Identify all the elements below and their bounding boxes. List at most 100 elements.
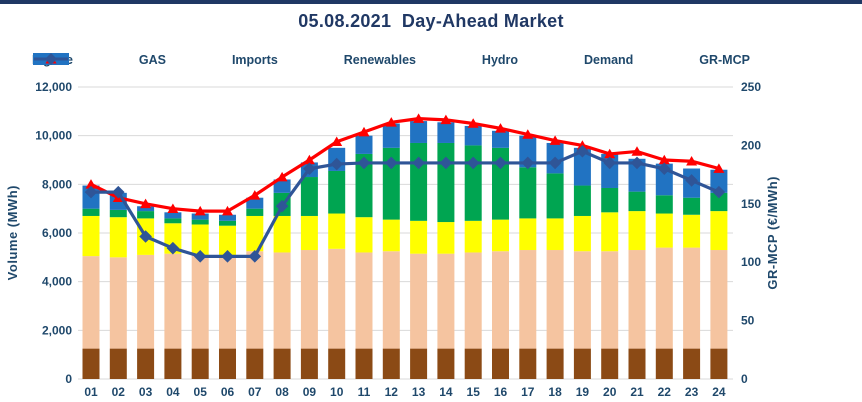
bar-segment-lignite-h08	[273, 348, 291, 379]
bar-segment-imports-h10	[328, 213, 346, 249]
bar-segment-hydro-h24	[710, 169, 728, 193]
gr-mcp-marker-diamond	[330, 157, 343, 171]
bar-segment-lignite-h11	[355, 348, 373, 379]
bar-segment-hydro-h15	[464, 125, 482, 146]
bar-segment-renewables-h21	[628, 191, 646, 212]
demand-marker-triangle	[303, 154, 315, 165]
legend-label: GAS	[138, 53, 166, 67]
bar-segment-gas-h06	[219, 256, 236, 349]
bar-segment-gas-h24	[710, 250, 728, 349]
bar-segment-renewables-h01	[82, 208, 100, 216]
x-axis-label: 22	[658, 385, 672, 399]
line-gr-mcp	[84, 144, 726, 263]
bar-segment-gas-h15	[464, 252, 482, 349]
left-axis-tick: 8,000	[42, 177, 72, 191]
bar-segment-gas-h04	[164, 253, 182, 349]
bar-segment-renewables-h17	[519, 167, 537, 219]
bar-segment-renewables-h12	[382, 147, 400, 220]
gr-mcp-marker-diamond	[685, 174, 698, 187]
bar-segment-renewables-h06	[219, 220, 236, 226]
demand-marker-triangle	[249, 190, 261, 200]
gr-mcp-marker-diamond	[521, 156, 535, 170]
bar-segment-renewables-h05	[191, 219, 209, 225]
legend-label: Hydro	[481, 53, 519, 67]
x-axis-label: 05	[194, 385, 208, 399]
bar-segment-gas-h12	[382, 251, 400, 349]
bar-segment-renewables-h23	[683, 197, 701, 215]
bar-segment-lignite-h07	[246, 348, 264, 379]
bar-segment-renewables-h03	[137, 211, 155, 219]
bar-segment-imports-h23	[683, 214, 701, 248]
x-axis-label: 15	[467, 385, 481, 399]
bar-segment-hydro-h17	[519, 135, 537, 168]
bar-segment-lignite-h04	[164, 348, 182, 379]
bar-segment-imports-h01	[82, 215, 100, 257]
bar-segment-lignite-h01	[82, 348, 100, 379]
line-demand	[85, 113, 725, 216]
bar-segment-hydro-h07	[246, 197, 264, 209]
bar-segment-gas-h02	[109, 257, 127, 349]
x-axis-label: 09	[303, 385, 317, 399]
x-axis-label: 18	[548, 385, 562, 399]
legend-label: Renewables	[343, 53, 416, 67]
demand-marker-triangle	[194, 205, 206, 216]
x-axis-label: 23	[685, 385, 699, 399]
bar-segment-renewables-h16	[492, 147, 509, 220]
bar-segment-lignite-h14	[437, 348, 455, 379]
demand-marker-triangle	[686, 156, 698, 166]
bar-segment-renewables-h22	[655, 195, 673, 214]
x-axis-label: 24	[712, 385, 726, 399]
left-axis-tick: 12,000	[35, 80, 72, 94]
x-axis-label: 21	[630, 385, 644, 399]
demand-marker-triangle	[413, 113, 425, 123]
bar-segment-renewables-h13	[410, 142, 428, 221]
bar-segment-renewables-h24	[710, 192, 728, 212]
bar-segment-lignite-h23	[683, 348, 701, 379]
legend-label: Demand	[583, 53, 634, 67]
x-axis-label: 04	[166, 385, 180, 399]
bar-segment-imports-h12	[382, 219, 400, 252]
bar-segment-imports-h09	[300, 215, 318, 251]
x-axis-label: 17	[521, 385, 535, 399]
x-axis-label: 07	[248, 385, 262, 399]
gr-mcp-marker-diamond	[84, 185, 98, 199]
right-axis-tick: 200	[741, 138, 761, 152]
x-axis-label: 20	[603, 385, 617, 399]
bar-segment-renewables-h14	[437, 142, 455, 223]
x-axis-label: 12	[385, 385, 399, 399]
gr-mcp-marker-diamond	[466, 156, 480, 170]
bar-segment-lignite-h13	[410, 348, 428, 379]
left-axis-tick: 10,000	[35, 129, 72, 143]
bar-segment-renewables-h09	[300, 177, 318, 216]
legend-label: GR-MCP	[699, 53, 750, 67]
bar-segment-hydro-h08	[273, 179, 291, 193]
bar-segment-lignite-h16	[492, 348, 509, 379]
demand-marker-triangle	[85, 179, 97, 189]
bar-segment-hydro-h14	[437, 122, 455, 143]
legend-item-hydro: Hydro	[33, 53, 519, 67]
right-axis-tick: 250	[741, 80, 761, 94]
bar-segment-gas-h14	[437, 253, 455, 349]
gr-mcp-marker-diamond	[576, 144, 589, 158]
bar-segment-lignite-h09	[300, 348, 318, 379]
bar-segment-lignite-h19	[573, 348, 591, 379]
gr-mcp-marker-diamond	[658, 162, 671, 176]
bar-segment-renewables-h04	[164, 218, 182, 224]
x-axis-label: 02	[112, 385, 126, 399]
gr-mcp-marker-diamond	[303, 162, 316, 176]
bar-segment-lignite-h10	[328, 348, 346, 379]
bar-segment-hydro-h21	[628, 158, 646, 192]
bar-segment-gas-h03	[137, 254, 155, 349]
x-axis-label: 08	[275, 385, 289, 399]
demand-marker-triangle	[167, 203, 179, 213]
bar-segment-renewables-h10	[328, 170, 346, 214]
bar-segment-gas-h22	[655, 247, 673, 349]
bar-segment-gas-h07	[246, 251, 264, 349]
bar-segment-lignite-h22	[655, 348, 673, 379]
bar-segment-lignite-h15	[464, 348, 482, 379]
demand-marker-triangle	[467, 118, 479, 128]
gr-mcp-marker-diamond	[139, 230, 152, 243]
x-axis-labels: 01 02 03 04 05 06 07 08 09 10 11 12 13 14 15 16 17 18 19 20…	[84, 385, 726, 399]
bar-segment-gas-h20	[601, 251, 619, 349]
